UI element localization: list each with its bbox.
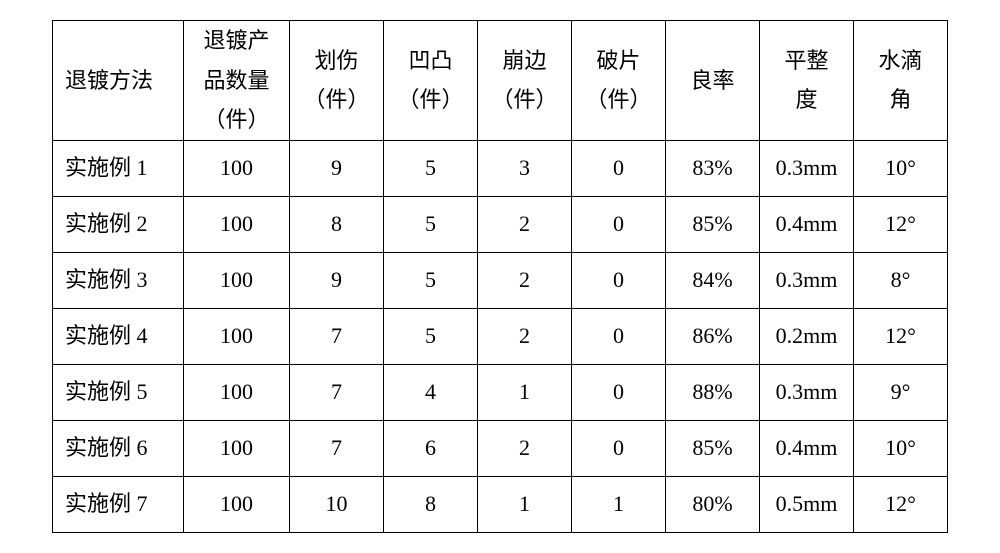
col-header-scratch: 划伤（件）: [290, 21, 384, 141]
table-cell: 7: [290, 364, 384, 420]
table-cell: 2: [478, 252, 572, 308]
table-cell: 0.4mm: [760, 196, 854, 252]
table-cell: 7: [290, 308, 384, 364]
table-cell: 100: [184, 364, 290, 420]
table-cell: 0.5mm: [760, 476, 854, 532]
table-row: 实施例 4100752086%0.2mm12°: [53, 308, 948, 364]
table-cell: 5: [384, 308, 478, 364]
table-cell: 100: [184, 140, 290, 196]
col-header-yield: 良率: [666, 21, 760, 141]
table-cell: 100: [184, 196, 290, 252]
table-row: 实施例 3100952084%0.3mm8°: [53, 252, 948, 308]
table-cell: 8: [384, 476, 478, 532]
table-cell: 100: [184, 308, 290, 364]
table-cell: 1: [478, 476, 572, 532]
col-header-method: 退镀方法: [53, 21, 184, 141]
table-cell: 84%: [666, 252, 760, 308]
col-header-contactangle: 水滴角: [854, 21, 948, 141]
table-cell: 88%: [666, 364, 760, 420]
table-cell: 100: [184, 252, 290, 308]
table-cell: 100: [184, 476, 290, 532]
col-header-qty: 退镀产品数量（件）: [184, 21, 290, 141]
table-cell: 6: [384, 420, 478, 476]
table-cell: 2: [478, 196, 572, 252]
table-cell: 实施例 5: [53, 364, 184, 420]
table-cell: 1: [478, 364, 572, 420]
table-cell: 实施例 7: [53, 476, 184, 532]
table-cell: 85%: [666, 196, 760, 252]
table-cell: 5: [384, 252, 478, 308]
table-row: 实施例 6100762085%0.4mm10°: [53, 420, 948, 476]
table-cell: 5: [384, 140, 478, 196]
table-row: 实施例 5100741088%0.3mm9°: [53, 364, 948, 420]
table-cell: 12°: [854, 476, 948, 532]
table-cell: 实施例 6: [53, 420, 184, 476]
table-cell: 3: [478, 140, 572, 196]
table-cell: 0: [572, 308, 666, 364]
table-cell: 10: [290, 476, 384, 532]
table-cell: 实施例 2: [53, 196, 184, 252]
table-cell: 0.3mm: [760, 252, 854, 308]
table-row: 实施例 1100953083%0.3mm10°: [53, 140, 948, 196]
table-cell: 100: [184, 420, 290, 476]
table-cell: 2: [478, 420, 572, 476]
table-cell: 0: [572, 196, 666, 252]
table-cell: 0: [572, 252, 666, 308]
table-cell: 12°: [854, 308, 948, 364]
table-cell: 4: [384, 364, 478, 420]
table-cell: 实施例 3: [53, 252, 184, 308]
table-cell: 9: [290, 140, 384, 196]
table-cell: 9°: [854, 364, 948, 420]
col-header-broken: 破片（件）: [572, 21, 666, 141]
table-cell: 80%: [666, 476, 760, 532]
table-cell: 0.2mm: [760, 308, 854, 364]
table-cell: 86%: [666, 308, 760, 364]
table-cell: 5: [384, 196, 478, 252]
table-cell: 0.3mm: [760, 140, 854, 196]
table-cell: 12°: [854, 196, 948, 252]
table-cell: 0.4mm: [760, 420, 854, 476]
table-cell: 1: [572, 476, 666, 532]
table-cell: 7: [290, 420, 384, 476]
table-cell: 85%: [666, 420, 760, 476]
results-table: 退镀方法 退镀产品数量（件） 划伤（件） 凹凸（件） 崩边（件） 破片（件） 良…: [52, 20, 948, 533]
table-header-row: 退镀方法 退镀产品数量（件） 划伤（件） 凹凸（件） 崩边（件） 破片（件） 良…: [53, 21, 948, 141]
table-cell: 0.3mm: [760, 364, 854, 420]
table-cell: 8: [290, 196, 384, 252]
table-cell: 0: [572, 420, 666, 476]
table-cell: 10°: [854, 140, 948, 196]
table-row: 实施例 71001081180%0.5mm12°: [53, 476, 948, 532]
table-cell: 实施例 4: [53, 308, 184, 364]
table-cell: 实施例 1: [53, 140, 184, 196]
table-cell: 9: [290, 252, 384, 308]
col-header-chip: 崩边（件）: [478, 21, 572, 141]
table-row: 实施例 2100852085%0.4mm12°: [53, 196, 948, 252]
table-cell: 10°: [854, 420, 948, 476]
table-body: 实施例 1100953083%0.3mm10°实施例 2100852085%0.…: [53, 140, 948, 532]
table-cell: 8°: [854, 252, 948, 308]
table-cell: 0: [572, 140, 666, 196]
col-header-bump: 凹凸（件）: [384, 21, 478, 141]
table-cell: 0: [572, 364, 666, 420]
col-header-flatness: 平整度: [760, 21, 854, 141]
table-cell: 2: [478, 308, 572, 364]
table-cell: 83%: [666, 140, 760, 196]
